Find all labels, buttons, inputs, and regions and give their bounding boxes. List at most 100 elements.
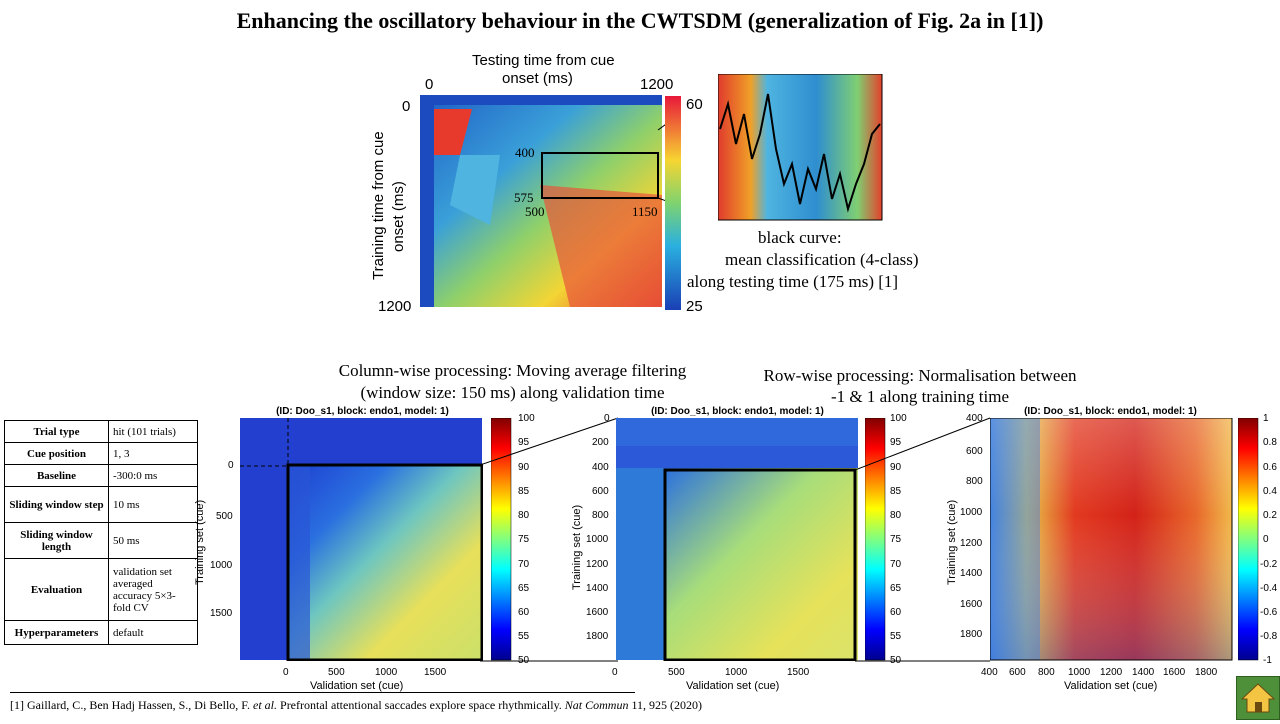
- plot3-ylabel: Training set (cue): [946, 499, 958, 585]
- home-button[interactable]: [1236, 676, 1280, 720]
- reference: [1] Gaillard, C., Ben Hadj Hassen, S., D…: [10, 698, 702, 713]
- plot3-ytick: 1000: [960, 507, 983, 518]
- plot1-ytick: 1500: [210, 608, 233, 619]
- plot3-cbar-tick: -0.4: [1260, 583, 1278, 594]
- plot1-zoom-box: [286, 463, 483, 661]
- reference-etal: et al.: [253, 698, 278, 712]
- param-value: hit (101 trials): [108, 420, 198, 443]
- plot3-cbar-tick: -0.8: [1260, 631, 1278, 642]
- plot2-cbar-tick: 75: [890, 534, 902, 545]
- top-x-tick-0: 0: [425, 76, 434, 93]
- param-key: Baseline: [4, 464, 109, 487]
- plot1-xtick: 1000: [375, 667, 398, 678]
- param-key: Evaluation: [4, 558, 109, 621]
- top-cbar-min: 25: [686, 298, 703, 315]
- slide-title: Enhancing the oscillatory behaviour in t…: [236, 8, 1044, 33]
- reference-suffix: 11, 925 (2020): [628, 698, 703, 712]
- plot3-ytick: 400: [966, 413, 983, 424]
- top-heatmap: [420, 95, 665, 307]
- plot3-ytick: 600: [966, 446, 983, 457]
- plot1-ytick: 500: [216, 511, 233, 522]
- note-line-1: black curve:: [758, 228, 842, 247]
- plot2-ytick: 1200: [586, 559, 609, 570]
- top-cbar-max: 60: [686, 96, 703, 113]
- reference-journal: Nat Commun: [564, 698, 629, 712]
- plot1-xlabel: Validation set (cue): [310, 680, 404, 692]
- plot1-cbar-tick: 70: [518, 559, 530, 570]
- connector-2: [855, 417, 991, 662]
- plot2-cbar-tick: 65: [890, 583, 902, 594]
- top-colorbar: [665, 96, 681, 310]
- plot3-xtick: 1400: [1132, 667, 1155, 678]
- plot1-cbar-tick: 85: [518, 486, 530, 497]
- box-label-500: 500: [525, 204, 545, 219]
- plot2-xlabel: Validation set (cue): [686, 680, 780, 692]
- plot2-cbar-tick: 80: [890, 510, 902, 521]
- top-y-title-2: onset (ms): [390, 181, 407, 252]
- param-value: 10 ms: [108, 486, 198, 523]
- top-y-title-1: Training time from cue: [370, 131, 387, 280]
- plot2-cbar-tick: 60: [890, 607, 902, 618]
- top-x-title-2: onset (ms): [502, 70, 573, 87]
- plot3-cbar-tick: -1: [1263, 655, 1272, 666]
- plot2-ytick: 1400: [586, 583, 609, 594]
- param-key: Sliding window length: [4, 522, 109, 559]
- plot2-ytick: 800: [592, 510, 609, 521]
- param-value: default: [108, 620, 198, 645]
- table-row: Sliding window length 50 ms: [4, 522, 198, 559]
- plot3-cbar-tick: 0.4: [1263, 486, 1277, 497]
- plot2-ytick: 400: [592, 462, 609, 473]
- connector-1: [480, 417, 619, 662]
- plot1-xtick: 0: [283, 667, 289, 678]
- plot2-cbar-tick: 90: [890, 462, 902, 473]
- plot3-xlabel: Validation set (cue): [1064, 680, 1158, 692]
- caption-right-1: Row-wise processing: Normalisation betwe…: [763, 366, 1077, 385]
- plot1-xtick: 500: [328, 667, 345, 678]
- plot1-title: (ID: Doo_s1, block: endo1, model: 1): [276, 406, 449, 417]
- top-zoom-panel: [718, 74, 883, 221]
- plot2-ylabel: Training set (cue): [571, 504, 583, 590]
- caption-left-2: (window size: 150 ms) along validation t…: [360, 383, 665, 402]
- caption-right-2: -1 & 1 along training time: [831, 387, 1009, 406]
- plot3-ytick: 1400: [960, 568, 983, 579]
- plot2-cbar-tick: 100: [890, 413, 907, 424]
- plot3-xtick: 1600: [1163, 667, 1186, 678]
- param-value: 1, 3: [108, 442, 198, 465]
- plot3-cbar-tick: 0: [1263, 534, 1269, 545]
- plot3-cbar-tick: -0.2: [1260, 559, 1278, 570]
- plot3-xtick: 800: [1038, 667, 1055, 678]
- plot1-colorbar: [491, 418, 512, 661]
- plot3-xtick: 400: [981, 667, 998, 678]
- box-label-400: 400: [515, 145, 535, 160]
- plot1-cbar-tick: 80: [518, 510, 530, 521]
- param-value: validation set averaged accuracy 5×3-fol…: [108, 558, 198, 621]
- plot3-ytick: 1200: [960, 538, 983, 549]
- plot1-heatmap: [240, 418, 483, 661]
- top-y-tick-1200: 1200: [378, 298, 412, 315]
- reference-divider: [10, 692, 635, 693]
- plot1-ylabel: Training set (cue): [194, 499, 206, 585]
- plot1-cbar-tick: 95: [518, 437, 530, 448]
- plot1-cbar-tick: 100: [518, 413, 535, 424]
- reference-mid: Prefrontal attentional saccades explore …: [277, 698, 565, 712]
- table-row: Baseline -300:0 ms: [4, 464, 198, 487]
- box-label-575: 575: [514, 190, 534, 205]
- plot2-ytick: 600: [592, 486, 609, 497]
- plot2-colorbar: [865, 418, 886, 661]
- param-value: -300:0 ms: [108, 464, 198, 487]
- plot3-xtick: 600: [1009, 667, 1026, 678]
- table-row: Sliding window step 10 ms: [4, 486, 198, 523]
- plot3-xtick: 1200: [1100, 667, 1123, 678]
- caption-left-1: Column-wise processing: Moving average f…: [338, 361, 687, 380]
- plot2-xtick: 0: [612, 667, 618, 678]
- top-y-tick-0: 0: [402, 98, 411, 115]
- plot2-cbar-tick: 55: [890, 631, 902, 642]
- plot3-ytick: 800: [966, 476, 983, 487]
- plot3-ytick: 1600: [960, 599, 983, 610]
- plot2-ytick: 1600: [586, 607, 609, 618]
- note-line-2: mean classification (4-class): [725, 250, 919, 269]
- parameters-table: Trial type hit (101 trials) Cue position…: [4, 420, 198, 645]
- table-row: Trial type hit (101 trials): [4, 420, 198, 443]
- plot1-ytick: 0: [228, 460, 234, 471]
- plot3-title: (ID: Doo_s1, block: endo1, model: 1): [1024, 406, 1197, 417]
